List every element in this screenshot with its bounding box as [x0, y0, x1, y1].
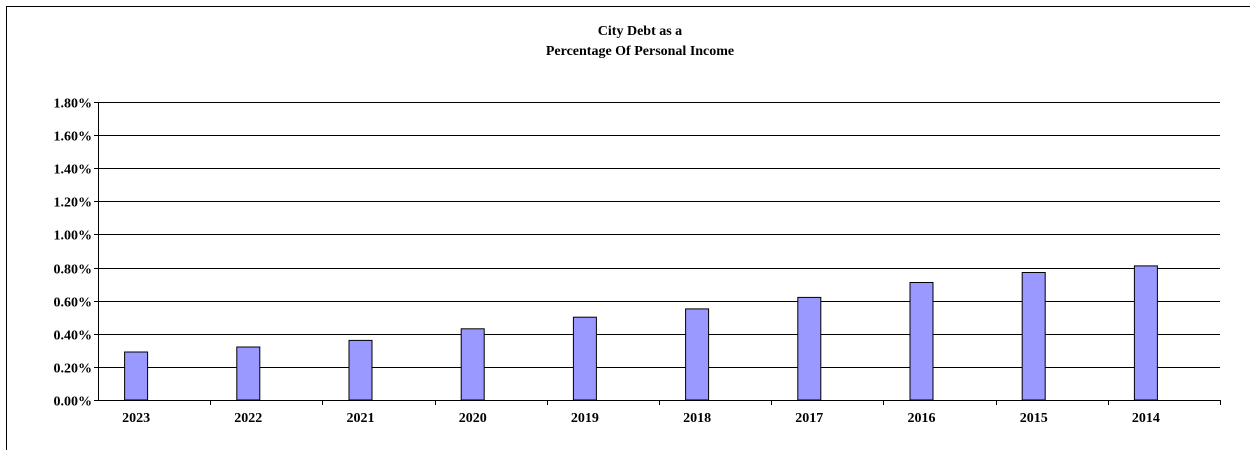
y-tick-label: 0.20% [54, 362, 93, 377]
bar [572, 316, 597, 401]
y-tick-label: 1.00% [54, 229, 93, 244]
x-tick-labels: 2023 2022 2021 2020 2019 2018 2017 2016 2015 2014 [122, 411, 1160, 426]
y-tick-label: 0.00% [54, 395, 93, 410]
bar [236, 346, 261, 401]
bar [348, 339, 373, 401]
x-tick-label: 2019 [571, 411, 599, 426]
bar [460, 328, 485, 401]
bars [124, 265, 1158, 401]
y-tick-label: 1.40% [54, 163, 93, 178]
x-tick-label: 2023 [122, 411, 150, 426]
chart-title-line-1: City Debt as a [598, 24, 682, 39]
x-tick-label: 2020 [459, 411, 487, 426]
x-tick-label: 2017 [795, 411, 823, 426]
x-tick-label: 2016 [908, 411, 936, 426]
chart-title-line-2: Percentage Of Personal Income [546, 44, 734, 59]
y-tick-label: 1.80% [54, 97, 93, 112]
y-tick-label: 1.20% [54, 196, 93, 211]
grid-lines [94, 102, 1221, 405]
y-tick-label: 1.60% [54, 130, 93, 145]
y-tick-label: 0.40% [54, 329, 93, 344]
axes [98, 102, 1220, 401]
x-tick-label: 2018 [683, 411, 711, 426]
x-tick-label: 2015 [1020, 411, 1048, 426]
bar [909, 282, 934, 401]
bar [1133, 265, 1158, 401]
bar [797, 296, 822, 401]
bar [685, 308, 710, 401]
x-tick-label: 2022 [234, 411, 262, 426]
bar [124, 351, 149, 401]
x-tick-label: 2021 [347, 411, 375, 426]
y-tick-labels: 0.00% 0.20% 0.40% 0.60% 0.80% 1.00% 1.20% 1.40%… [54, 97, 93, 410]
y-tick-label: 0.80% [54, 263, 93, 278]
bar [1021, 272, 1046, 401]
x-tick-label: 2014 [1132, 411, 1160, 426]
y-tick-label: 0.60% [54, 296, 93, 311]
